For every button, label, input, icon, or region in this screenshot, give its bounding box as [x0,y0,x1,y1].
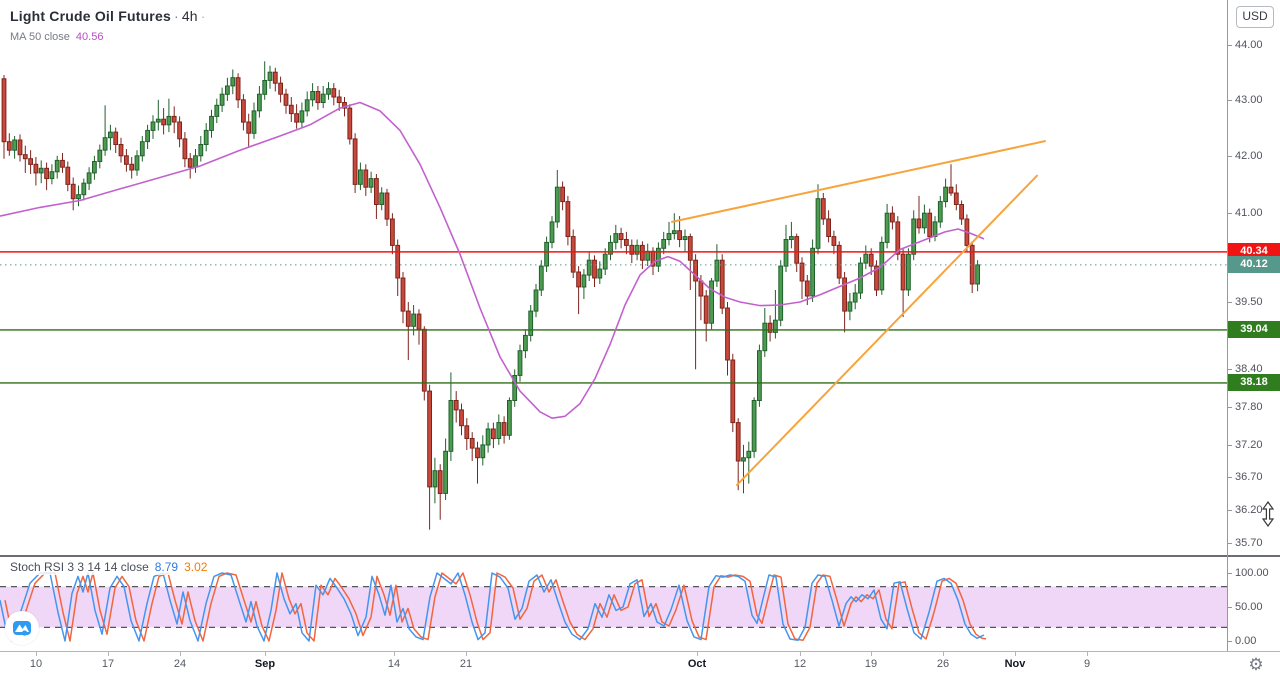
symbol-title-row[interactable]: Light Crude Oil Futures · 4h · [10,8,206,24]
stoch-tick-label: 100.00 [1235,567,1269,579]
price-tick-mark [1228,369,1232,370]
ma50-label: MA 50 close [10,31,70,43]
price-axis[interactable]: 44.00 43.00 42.00 41.00 39.50 38.40 37.80 37.20… [1228,0,1280,651]
price-tick-mark [1228,407,1232,408]
price-tick-mark [1228,445,1232,446]
price-tick-mark [1228,45,1232,46]
time-tick-mark [265,652,266,656]
price-tick-label: 37.80 [1235,401,1263,413]
stoch-rsi-pane[interactable] [0,557,1228,651]
time-axis-separator [0,651,1280,652]
title-separator-dot: · [173,8,179,24]
price-tick-label: 36.70 [1235,471,1263,483]
time-tick-label: 26 [936,658,950,670]
time-tick-mark [108,652,109,656]
time-tick-label: Sep [254,658,276,670]
time-tick-mark [1015,652,1016,656]
price-tick-label: 36.20 [1235,504,1263,516]
time-axis[interactable]: 10 17 24 Sep 14 21 Oct 12 19 26 Nov 9 [0,652,1228,680]
time-tick-label: 17 [101,658,115,670]
time-tick-mark [394,652,395,656]
main-chart-pane[interactable] [0,0,1228,557]
symbol-name: Light Crude Oil Futures [10,8,171,24]
support-price-badge: 38.18 [1228,374,1280,391]
time-tick-mark [943,652,944,656]
price-tick-label: 35.70 [1235,537,1263,549]
time-tick-label: 19 [864,658,878,670]
symbol-legend[interactable]: Light Crude Oil Futures · 4h · MA 50 close 4… [10,8,206,43]
time-tick-mark [871,652,872,656]
time-tick-label: 21 [459,658,473,670]
support-price-badge: 39.04 [1228,321,1280,338]
stoch-tick-mark [1228,573,1232,574]
title-trailing-dot: · [200,8,206,24]
time-tick-label: 24 [173,658,187,670]
price-tick-mark [1228,302,1232,303]
stoch-tick-label: 50.00 [1235,601,1263,613]
ma50-legend-row[interactable]: MA 50 close 40.56 [10,31,206,43]
price-axis-border [1227,0,1228,651]
stoch-tick-mark [1228,607,1232,608]
price-tick-label: 37.20 [1235,439,1263,451]
price-tick-mark [1228,510,1232,511]
time-tick-label: 14 [387,658,401,670]
price-tick-label: 38.40 [1235,363,1263,375]
price-tick-label: 43.00 [1235,94,1263,106]
price-tick-mark [1228,477,1232,478]
time-tick-label: Nov [1004,658,1026,670]
time-tick-mark [36,652,37,656]
time-tick-mark [697,652,698,656]
stoch-rsi-label: Stoch RSI 3 3 14 14 close [10,560,149,574]
time-tick-mark [180,652,181,656]
price-tick-label: 39.50 [1235,296,1263,308]
price-tick-label: 41.00 [1235,207,1263,219]
stoch-k-value: 8.79 [154,560,179,574]
ma50-value: 40.56 [75,31,104,43]
stoch-d-value: 3.02 [184,560,208,574]
time-tick-label: Oct [687,658,707,670]
tradingview-logo-icon[interactable] [5,611,39,645]
alert-price-badge: 40.34 [1228,243,1280,260]
time-tick-label: 10 [29,658,43,670]
time-tick-mark [800,652,801,656]
ns-resize-cursor-icon [1261,501,1275,527]
stoch-tick-mark [1228,641,1232,642]
price-tick-mark [1228,213,1232,214]
currency-toggle-button[interactable]: USD [1236,6,1274,28]
time-tick-mark [1087,652,1088,656]
pane-separator[interactable] [0,555,1280,557]
interval-label[interactable]: 4h [181,8,198,24]
stoch-tick-label: 0.00 [1235,635,1257,647]
price-tick-mark [1228,543,1232,544]
time-tick-label: 9 [1083,658,1091,670]
price-tick-mark [1228,100,1232,101]
time-tick-mark [466,652,467,656]
gear-icon[interactable]: ⚙ [1248,655,1264,674]
price-tick-mark [1228,156,1232,157]
time-tick-label: 12 [793,658,807,670]
stoch-rsi-legend[interactable]: Stoch RSI 3 3 14 14 close 8.79 3.02 [8,560,212,575]
last-price-badge: 40.12 [1228,256,1280,273]
price-tick-label: 42.00 [1235,150,1263,162]
price-tick-label: 44.00 [1235,39,1263,51]
logo-mountains-icon [13,621,31,636]
